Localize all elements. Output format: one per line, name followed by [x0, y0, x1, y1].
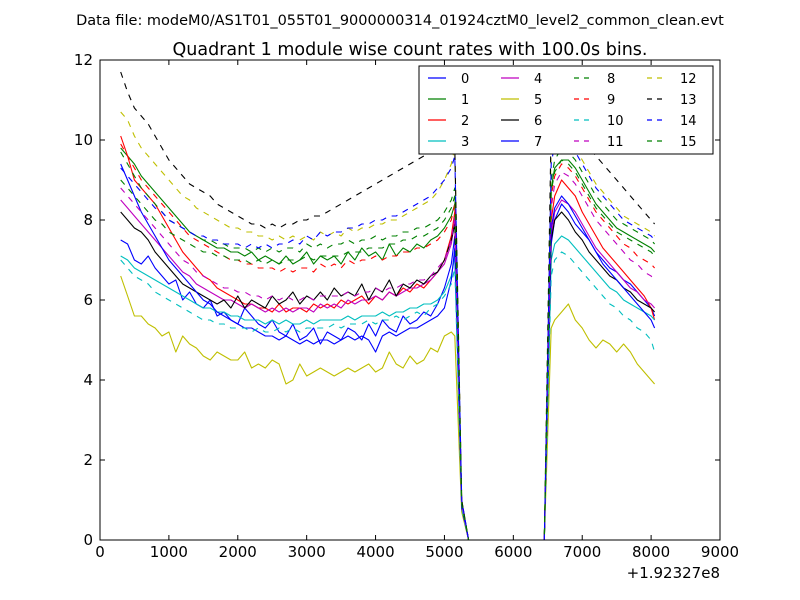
x-tick-label: 3000 [288, 543, 326, 561]
legend-label-4: 4 [534, 72, 542, 87]
series-line-1 [120, 147, 656, 541]
legend-label-14: 14 [680, 114, 697, 129]
legend-label-2: 2 [461, 114, 469, 129]
legend-label-3: 3 [461, 135, 469, 150]
x-tick-label: 6000 [494, 543, 532, 561]
x-tick-label: 8000 [632, 543, 670, 561]
legend-label-7: 7 [534, 135, 542, 150]
legend-label-5: 5 [534, 93, 542, 108]
x-tick-label: 1000 [150, 543, 188, 561]
series-line-10 [120, 251, 656, 541]
series-line-5 [120, 275, 656, 541]
series-line-0 [120, 203, 656, 541]
chart-suptitle: Data file: modeM0/AS1T01_055T01_90000003… [76, 13, 724, 29]
y-tick-label: 6 [83, 291, 93, 309]
series-line-8 [120, 147, 656, 541]
x-offset-label: +1.92327e8 [627, 564, 720, 582]
series-line-9 [120, 143, 656, 541]
legend-label-6: 6 [534, 114, 542, 129]
legend-label-11: 11 [607, 135, 624, 150]
x-tick-label: 4000 [356, 543, 394, 561]
y-tick-label: 8 [83, 211, 93, 229]
chart-title: Quadrant 1 module wise count rates with … [173, 40, 648, 60]
series-line-12 [120, 111, 656, 541]
legend-label-8: 8 [607, 72, 615, 87]
series-lines [120, 71, 656, 541]
axis-ticks: 0 1000 2000 3000 4000 5000 6000 7000 8000 9000 0 2 4… [74, 51, 739, 561]
legend-label-9: 9 [607, 93, 615, 108]
y-tick-label: 10 [74, 131, 93, 149]
x-tick-label: 7000 [563, 543, 601, 561]
legend-label-15: 15 [680, 135, 697, 150]
series-line-11 [120, 171, 656, 541]
legend-label-1: 1 [461, 93, 469, 108]
y-tick-label: 12 [74, 51, 93, 69]
legend-label-12: 12 [680, 72, 697, 87]
plot-frame [99, 59, 721, 541]
series-line-15 [120, 159, 656, 541]
series-line-7 [120, 163, 656, 541]
x-tick-label: 9000 [701, 543, 739, 561]
y-tick-label: 2 [83, 451, 93, 469]
x-tick-label: 0 [95, 543, 105, 561]
legend-label-10: 10 [607, 114, 624, 129]
y-tick-label: 4 [83, 371, 93, 389]
x-tick-label: 2000 [219, 543, 257, 561]
legend-box [418, 65, 714, 155]
x-tick-label: 5000 [425, 543, 463, 561]
series-line-3 [120, 235, 656, 541]
y-tick-label: 0 [83, 531, 93, 549]
legend-label-13: 13 [680, 93, 697, 108]
series-line-4 [120, 199, 656, 541]
legend-label-0: 0 [461, 72, 469, 87]
